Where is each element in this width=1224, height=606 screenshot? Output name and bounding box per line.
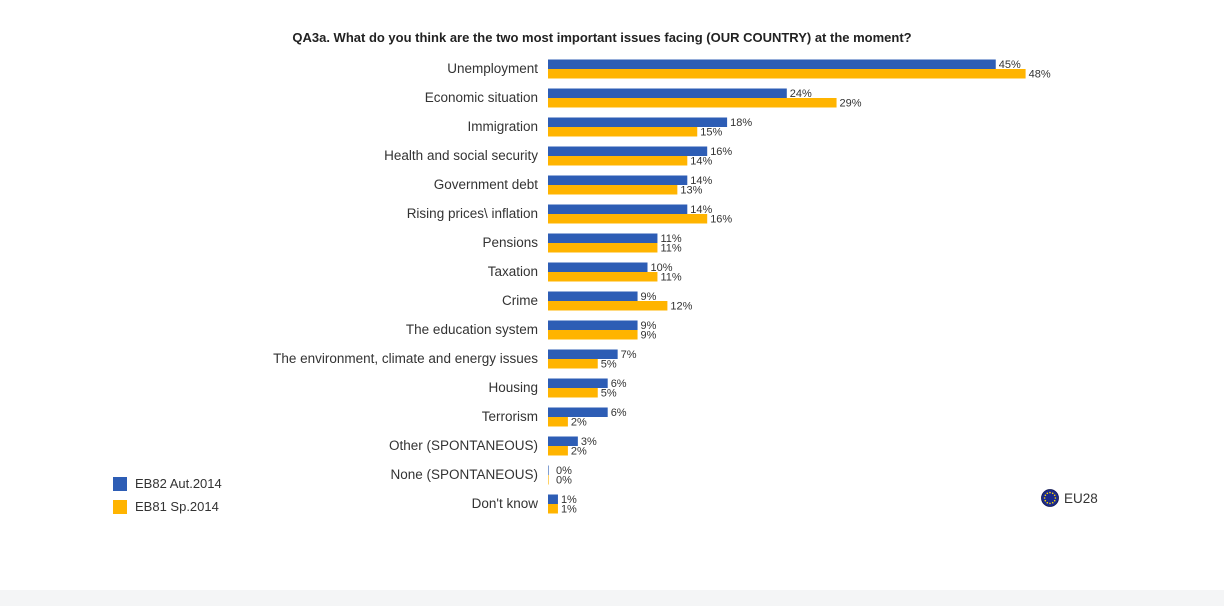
bar-series-1: [548, 291, 638, 301]
data-label-series-1: 10%: [651, 262, 673, 274]
bar-series-2: [548, 185, 678, 195]
bar-series-1: [548, 59, 996, 69]
bar-series-2: [548, 127, 698, 137]
bar-series-2: [548, 69, 1026, 79]
bar-series-2: [548, 301, 668, 311]
data-label-series-2: 11%: [660, 272, 681, 284]
category-label: Government debt: [434, 177, 539, 192]
category-label: Rising prices\ inflation: [407, 206, 538, 221]
data-label-series-2: 11%: [660, 243, 681, 255]
data-label-series-2: 2%: [571, 446, 587, 458]
bar-series-2: [548, 98, 837, 108]
data-label-series-2: 15%: [700, 127, 722, 139]
category-label: Don't know: [472, 496, 539, 511]
data-label-series-1: 18%: [730, 117, 752, 129]
eu-flag-icon: [1041, 489, 1059, 507]
legend-item-series-2: EB81 Sp.2014: [113, 495, 222, 518]
bar-series-1: [548, 146, 708, 156]
data-label-series-1: 6%: [611, 378, 627, 390]
bar-series-2: [548, 388, 598, 398]
category-label: The environment, climate and energy issu…: [273, 351, 538, 366]
category-label: Health and social security: [384, 148, 538, 163]
legend: EB82 Aut.2014 EB81 Sp.2014: [113, 472, 222, 518]
category-label: Pensions: [482, 235, 538, 250]
bar-series-2: [548, 156, 688, 166]
bar-series-2: [548, 446, 568, 456]
category-label: Other (SPONTANEOUS): [389, 438, 538, 453]
bar-series-1: [548, 88, 787, 98]
data-label-series-1: 7%: [621, 349, 637, 361]
category-label: Taxation: [488, 264, 538, 279]
data-label-series-1: 9%: [641, 291, 657, 303]
category-label: Crime: [502, 293, 538, 308]
bar-series-2: [548, 475, 549, 485]
bar-series-1: [548, 378, 608, 388]
data-label-series-1: 3%: [581, 436, 597, 448]
data-label-series-1: 16%: [710, 146, 732, 158]
data-label-series-2: 2%: [571, 417, 587, 429]
legend-swatch-series-2: [113, 499, 127, 514]
bar-series-2: [548, 504, 558, 514]
data-label-series-2: 48%: [1029, 69, 1051, 81]
legend-swatch-series-1: [113, 476, 127, 491]
bar-series-1: [548, 320, 638, 330]
bar-series-1: [548, 349, 618, 359]
legend-item-series-1: EB82 Aut.2014: [113, 472, 222, 495]
legend-label-series-1: EB82 Aut.2014: [135, 476, 222, 491]
bar-series-1: [548, 117, 728, 127]
bar-series-1: [548, 494, 558, 504]
data-label-series-2: 0%: [556, 475, 572, 487]
data-label-series-1: 6%: [611, 407, 627, 419]
data-label-series-2: 16%: [710, 214, 732, 226]
bar-series-2: [548, 330, 638, 340]
data-label-series-2: 1%: [561, 504, 577, 516]
bar-series-2: [548, 272, 658, 282]
bar-series-2: [548, 359, 598, 369]
bar-series-2: [548, 214, 708, 224]
bar-series-1: [548, 465, 549, 475]
data-label-series-2: 13%: [680, 185, 702, 197]
data-label-series-2: 29%: [840, 98, 862, 110]
data-label-series-1: 0%: [556, 465, 572, 477]
data-label-series-1: 24%: [790, 88, 812, 100]
category-label: Economic situation: [425, 90, 538, 105]
category-label: The education system: [406, 322, 538, 337]
bar-series-1: [548, 262, 648, 272]
bar-series-1: [548, 204, 688, 214]
bar-series-2: [548, 243, 658, 253]
data-label-series-2: 14%: [690, 156, 712, 168]
data-label-series-1: 45%: [999, 59, 1021, 71]
legend-label-series-2: EB81 Sp.2014: [135, 499, 219, 514]
category-label: Housing: [488, 380, 538, 395]
data-label-series-1: 11%: [660, 233, 681, 245]
bar-series-1: [548, 436, 578, 446]
data-label-series-1: 14%: [690, 204, 712, 216]
data-label-series-2: 5%: [601, 359, 617, 371]
region-indicator: EU28: [1041, 489, 1098, 507]
category-label: Immigration: [467, 119, 538, 134]
data-label-series-2: 9%: [641, 330, 657, 342]
bar-series-1: [548, 233, 658, 243]
data-label-series-1: 1%: [561, 494, 577, 506]
bar-series-1: [548, 407, 608, 417]
category-label: Unemployment: [447, 61, 538, 76]
data-label-series-1: 9%: [641, 320, 657, 332]
bar-series-2: [548, 417, 568, 427]
category-label: None (SPONTANEOUS): [390, 467, 538, 482]
data-label-series-1: 14%: [690, 175, 712, 187]
bar-series-1: [548, 175, 688, 185]
data-label-series-2: 5%: [601, 388, 617, 400]
footer-band: [0, 590, 1224, 606]
region-label: EU28: [1064, 490, 1098, 506]
chart-title: QA3a. What do you think are the two most…: [292, 30, 912, 45]
data-label-series-2: 12%: [670, 301, 692, 313]
category-label: Terrorism: [482, 409, 538, 424]
